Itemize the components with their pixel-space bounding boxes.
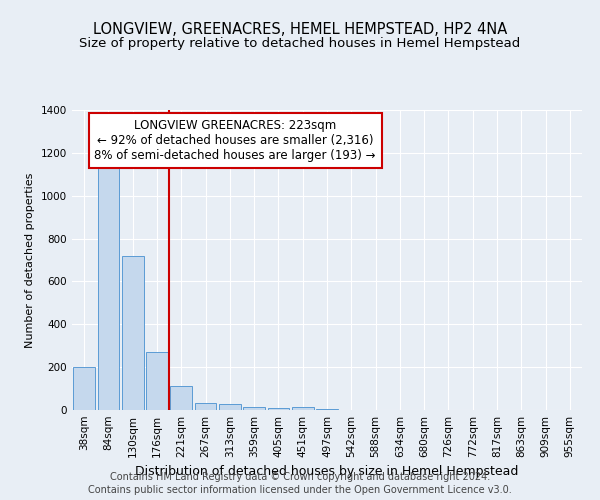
Text: Size of property relative to detached houses in Hemel Hempstead: Size of property relative to detached ho…	[79, 38, 521, 51]
Bar	[316, 409, 338, 410]
Bar	[268, 408, 289, 410]
Bar	[73, 367, 95, 410]
Bar	[194, 402, 217, 410]
Bar	[122, 256, 143, 410]
Text: Contains public sector information licensed under the Open Government Licence v3: Contains public sector information licen…	[88, 485, 512, 495]
Y-axis label: Number of detached properties: Number of detached properties	[25, 172, 35, 348]
Bar	[219, 404, 241, 410]
Text: LONGVIEW, GREENACRES, HEMEL HEMPSTEAD, HP2 4NA: LONGVIEW, GREENACRES, HEMEL HEMPSTEAD, H…	[93, 22, 507, 38]
X-axis label: Distribution of detached houses by size in Hemel Hempstead: Distribution of detached houses by size …	[136, 466, 518, 478]
Bar	[146, 352, 168, 410]
Bar	[243, 407, 265, 410]
Bar	[97, 164, 119, 410]
Bar	[170, 386, 192, 410]
Bar	[292, 407, 314, 410]
Text: LONGVIEW GREENACRES: 223sqm
← 92% of detached houses are smaller (2,316)
8% of s: LONGVIEW GREENACRES: 223sqm ← 92% of det…	[94, 119, 376, 162]
Text: Contains HM Land Registry data © Crown copyright and database right 2024.: Contains HM Land Registry data © Crown c…	[110, 472, 490, 482]
